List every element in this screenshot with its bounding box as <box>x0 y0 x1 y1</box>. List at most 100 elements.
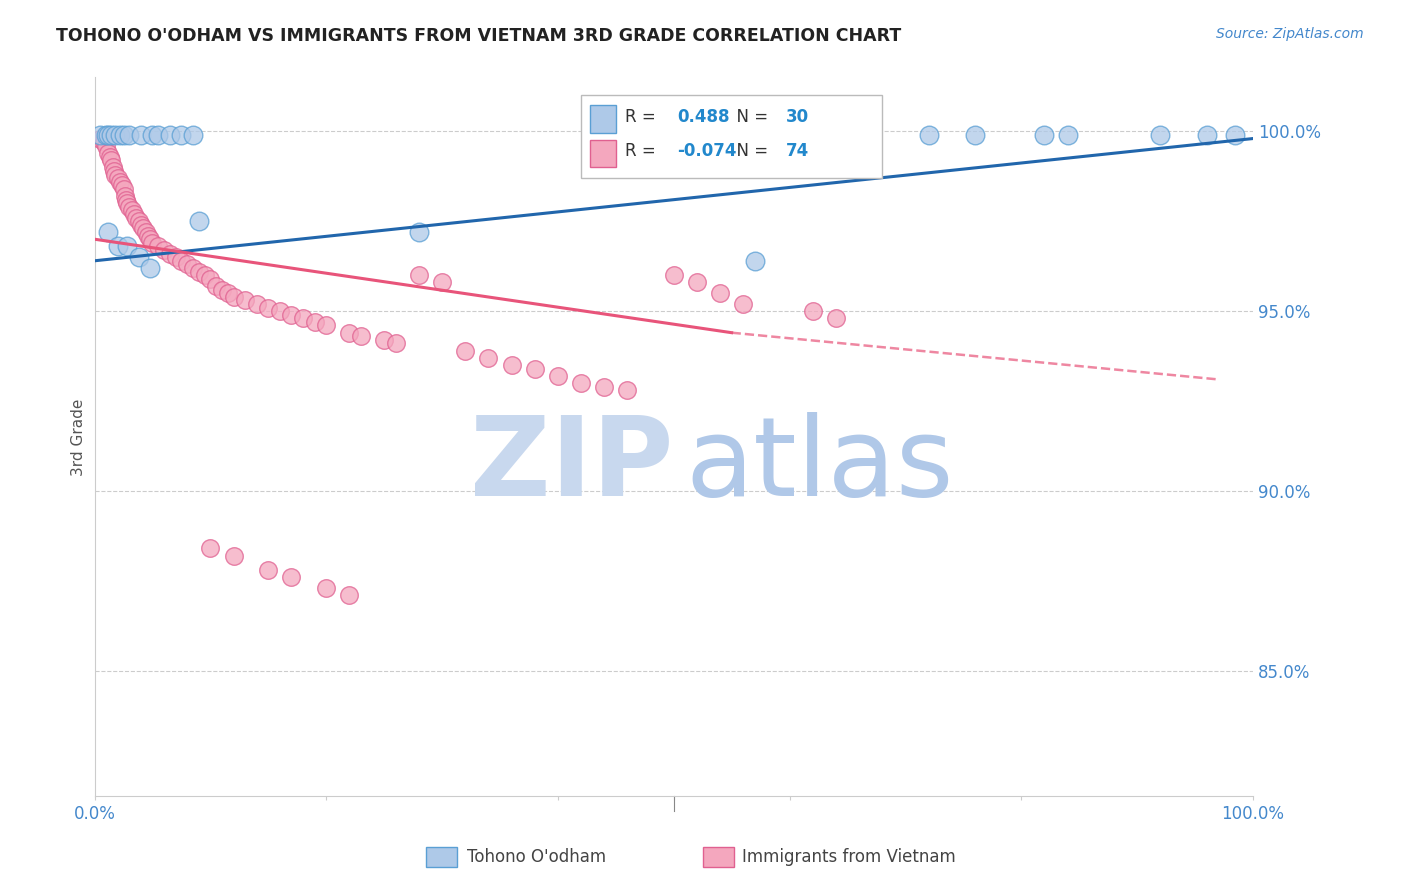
Point <box>200 541 222 556</box>
Point <box>129 128 152 142</box>
Point <box>108 128 131 142</box>
Point <box>304 315 326 329</box>
Text: Source: ZipAtlas.com: Source: ZipAtlas.com <box>1216 27 1364 41</box>
Point <box>122 207 145 221</box>
Text: -0.074: -0.074 <box>678 142 737 161</box>
Point <box>103 164 125 178</box>
Point <box>350 329 373 343</box>
Text: 30: 30 <box>786 108 810 127</box>
Point <box>118 128 141 142</box>
Point <box>211 283 233 297</box>
Text: TOHONO O'ODHAM VS IMMIGRANTS FROM VIETNAM 3RD GRADE CORRELATION CHART: TOHONO O'ODHAM VS IMMIGRANTS FROM VIETNA… <box>56 27 901 45</box>
Point <box>111 178 134 193</box>
Point <box>112 182 135 196</box>
Point <box>616 383 638 397</box>
Point <box>108 175 131 189</box>
Point <box>384 336 406 351</box>
Point <box>148 239 170 253</box>
Point <box>801 304 824 318</box>
Point <box>104 168 127 182</box>
Point <box>315 318 337 333</box>
Text: R =: R = <box>626 108 661 127</box>
Y-axis label: 3rd Grade: 3rd Grade <box>72 398 86 475</box>
Text: Immigrants from Vietnam: Immigrants from Vietnam <box>742 848 956 866</box>
Point <box>112 128 135 142</box>
Point <box>233 293 256 308</box>
Point <box>165 250 187 264</box>
Point <box>1149 128 1171 142</box>
Point <box>686 276 709 290</box>
Point <box>136 228 159 243</box>
Point <box>523 361 546 376</box>
Point <box>194 268 217 282</box>
Text: ZIP: ZIP <box>471 412 673 519</box>
FancyBboxPatch shape <box>591 140 616 168</box>
Point <box>501 358 523 372</box>
Point <box>430 276 453 290</box>
Point <box>100 128 122 142</box>
Text: N =: N = <box>725 142 773 161</box>
Point <box>662 268 685 282</box>
Point <box>477 351 499 365</box>
Point <box>222 290 245 304</box>
Point <box>408 225 430 239</box>
Point <box>205 279 228 293</box>
Point <box>824 311 846 326</box>
Point <box>547 368 569 383</box>
Point <box>292 311 315 326</box>
Point <box>125 211 148 225</box>
Point <box>97 225 120 239</box>
Point <box>114 189 136 203</box>
Point <box>200 272 222 286</box>
Point <box>1033 128 1056 142</box>
Point <box>121 203 143 218</box>
Point <box>159 128 181 142</box>
Text: 0.488: 0.488 <box>678 108 730 127</box>
Point <box>96 138 118 153</box>
Point <box>408 268 430 282</box>
Point <box>128 250 150 264</box>
Point <box>709 286 731 301</box>
Point <box>315 581 337 595</box>
Point <box>246 297 269 311</box>
Point <box>100 153 122 168</box>
Point <box>96 128 118 142</box>
Point <box>222 549 245 563</box>
Point <box>148 128 170 142</box>
Point <box>339 588 361 602</box>
Point <box>733 297 755 311</box>
Point <box>159 246 181 260</box>
Point <box>917 128 939 142</box>
Point <box>153 243 176 257</box>
FancyBboxPatch shape <box>591 105 616 133</box>
Point <box>837 128 859 142</box>
Point <box>115 193 138 207</box>
Point <box>93 135 115 149</box>
Point <box>181 128 204 142</box>
Point <box>97 145 120 160</box>
Point <box>269 304 291 318</box>
Point <box>97 128 120 142</box>
Point <box>141 128 163 142</box>
Point <box>115 196 138 211</box>
Point <box>280 308 302 322</box>
Point <box>280 570 302 584</box>
Point <box>104 128 127 142</box>
Point <box>1056 128 1078 142</box>
Point <box>141 235 163 250</box>
Point <box>569 376 592 390</box>
Point <box>107 171 129 186</box>
Point <box>217 286 239 301</box>
Point <box>187 264 209 278</box>
Point <box>1225 128 1247 142</box>
Point <box>1195 128 1218 142</box>
Point <box>115 239 138 253</box>
Point <box>176 257 198 271</box>
Point <box>118 200 141 214</box>
Text: Tohono O'odham: Tohono O'odham <box>467 848 606 866</box>
Point <box>89 131 111 145</box>
Point <box>339 326 361 340</box>
Text: atlas: atlas <box>685 412 953 519</box>
Point <box>170 253 193 268</box>
Text: N =: N = <box>725 108 773 127</box>
